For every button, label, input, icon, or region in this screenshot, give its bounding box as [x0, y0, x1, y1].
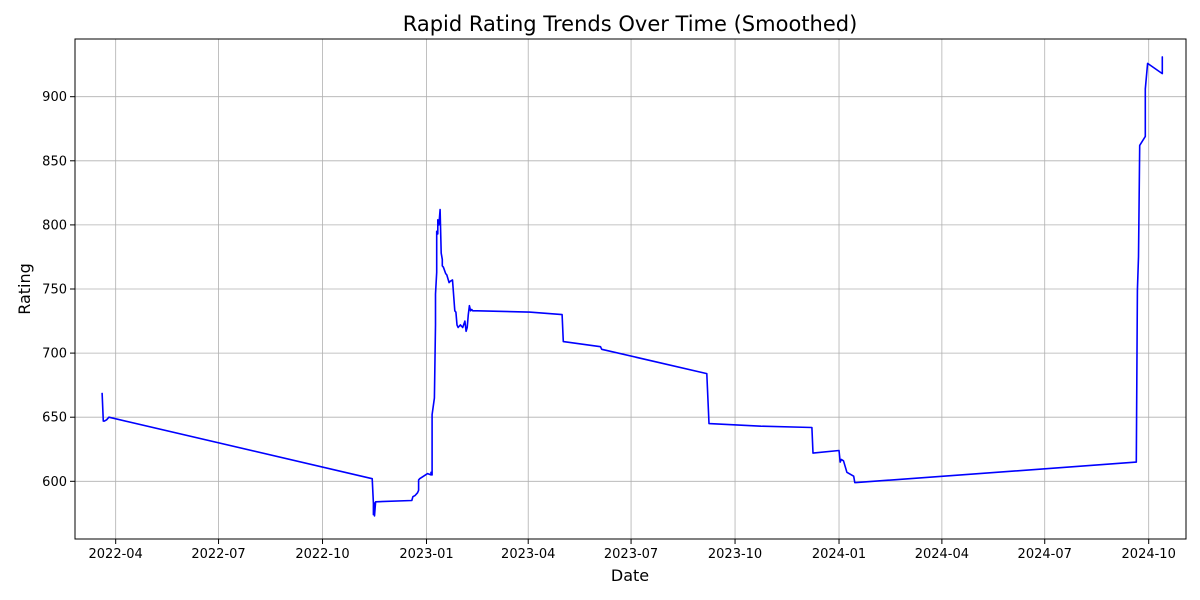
y-tick-label: 600: [42, 475, 67, 490]
y-tick-label: 650: [42, 411, 67, 426]
x-tick-label: 2024-10: [1122, 547, 1176, 562]
x-axis-label: Date: [611, 566, 649, 585]
y-axis-label: Rating: [15, 263, 34, 315]
y-tick-label: 900: [42, 90, 67, 105]
x-tick-label: 2023-10: [708, 547, 762, 562]
x-tick-label: 2023-01: [399, 547, 453, 562]
x-tick-label: 2022-07: [191, 547, 245, 562]
chart-title: Rapid Rating Trends Over Time (Smoothed): [403, 12, 858, 36]
y-tick-label: 800: [42, 218, 67, 233]
x-tick-label: 2022-04: [89, 547, 143, 562]
x-tick-label: 2022-10: [295, 547, 349, 562]
x-tick-label: 2024-04: [915, 547, 969, 562]
series-line-group: [101, 56, 1164, 517]
y-tick-label: 700: [42, 347, 67, 362]
x-axis: 2022-04 2022-07 2022-10 2023-01 2023-04 2023-…: [89, 539, 1176, 562]
y-tick-label: 750: [42, 283, 67, 298]
x-tick-label: 2023-04: [501, 547, 555, 562]
grid-lines: [75, 39, 1186, 539]
x-tick-label: 2023-07: [604, 547, 658, 562]
x-tick-label: 2024-07: [1018, 547, 1072, 562]
x-tick-label: 2024-01: [812, 547, 866, 562]
y-tick-label: 850: [42, 154, 67, 169]
y-axis: 600 650 700 750 800 850 900: [42, 90, 75, 490]
series-line-0: [101, 56, 1164, 517]
